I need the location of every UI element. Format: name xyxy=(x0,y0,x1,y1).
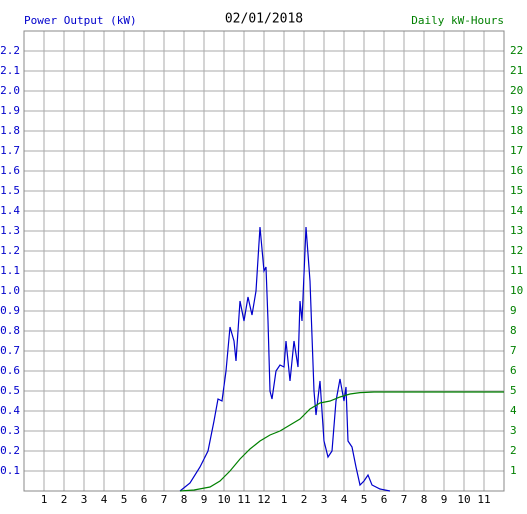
y-tick-label: 0.7 xyxy=(0,344,20,357)
y2-tick-label: 20 xyxy=(510,84,523,97)
y-tick-label: 1.7 xyxy=(0,144,20,157)
y2-tick-label: 8 xyxy=(510,324,517,337)
y-tick-label: 1.8 xyxy=(0,124,20,137)
y2-tick-label: 5 xyxy=(510,384,517,397)
x-tick-label: 10 xyxy=(217,493,230,506)
chart-title: 02/01/2018 xyxy=(225,12,303,27)
y-tick-label: 0.1 xyxy=(0,464,20,477)
x-tick-label: 11 xyxy=(237,493,250,506)
y2-tick-label: 7 xyxy=(510,344,517,357)
y-tick-label: 1.4 xyxy=(0,204,20,217)
y2-tick-label: 3 xyxy=(510,424,517,437)
x-tick-label: 4 xyxy=(101,493,108,506)
y2-tick-label: 9 xyxy=(510,304,517,317)
y-tick-label: 1.2 xyxy=(0,244,20,257)
x-tick-label: 12 xyxy=(257,493,270,506)
x-tick-label: 3 xyxy=(321,493,328,506)
x-tick-label: 2 xyxy=(301,493,308,506)
y-axis-label: Power Output (kW) xyxy=(24,14,137,27)
y-tick-label: 0.3 xyxy=(0,424,20,437)
y-tick-label: 1.6 xyxy=(0,164,20,177)
y2-tick-label: 17 xyxy=(510,144,523,157)
y-tick-label: 0.9 xyxy=(0,304,20,317)
x-tick-label: 5 xyxy=(361,493,368,506)
y2-tick-label: 1 xyxy=(510,464,517,477)
y2-tick-label: 2 xyxy=(510,444,517,457)
x-tick-label: 3 xyxy=(81,493,88,506)
x-tick-label: 11 xyxy=(477,493,490,506)
x-tick-label: 10 xyxy=(457,493,470,506)
x-tick-label: 6 xyxy=(381,493,388,506)
y-tick-label: 0.8 xyxy=(0,324,20,337)
y2-tick-label: 14 xyxy=(510,204,524,217)
y2-tick-label: 6 xyxy=(510,364,517,377)
y2-tick-label: 18 xyxy=(510,124,523,137)
y-tick-label: 1.1 xyxy=(0,264,20,277)
y-tick-label: 2.1 xyxy=(0,64,20,77)
y-tick-label: 2.2 xyxy=(0,44,20,57)
x-tick-label: 8 xyxy=(421,493,428,506)
y2-tick-label: 13 xyxy=(510,224,523,237)
y-tick-label: 2.0 xyxy=(0,84,20,97)
y-tick-label: 0.6 xyxy=(0,364,20,377)
series-line xyxy=(179,391,504,492)
y2-axis-label: Daily kW-Hours xyxy=(411,14,504,27)
x-tick-label: 6 xyxy=(141,493,148,506)
x-tick-label: 1 xyxy=(281,493,288,506)
y2-tick-label: 10 xyxy=(510,284,523,297)
y2-tick-label: 12 xyxy=(510,244,523,257)
x-tick-label: 5 xyxy=(121,493,128,506)
y-tick-label: 1.9 xyxy=(0,104,20,117)
y-tick-label: 0.2 xyxy=(0,444,20,457)
y2-tick-label: 4 xyxy=(510,404,517,417)
y2-tick-label: 15 xyxy=(510,184,523,197)
y2-tick-label: 19 xyxy=(510,104,523,117)
plot-frame xyxy=(23,30,505,492)
y2-tick-label: 16 xyxy=(510,164,523,177)
y2-tick-label: 11 xyxy=(510,264,523,277)
x-tick-label: 7 xyxy=(161,493,168,506)
x-tick-label: 1 xyxy=(41,493,48,506)
y-tick-label: 1.0 xyxy=(0,284,20,297)
x-tick-label: 4 xyxy=(341,493,348,506)
y-tick-label: 1.5 xyxy=(0,184,20,197)
x-tick-label: 8 xyxy=(181,493,188,506)
series-line xyxy=(179,226,391,492)
x-tick-label: 9 xyxy=(201,493,208,506)
y2-tick-label: 22 xyxy=(510,44,523,57)
y-tick-label: 0.5 xyxy=(0,384,20,397)
x-tick-label: 9 xyxy=(441,493,448,506)
x-tick-label: 2 xyxy=(61,493,68,506)
x-tick-label: 7 xyxy=(401,493,408,506)
y-tick-label: 0.4 xyxy=(0,404,20,417)
y-tick-label: 1.3 xyxy=(0,224,20,237)
y2-tick-label: 21 xyxy=(510,64,523,77)
